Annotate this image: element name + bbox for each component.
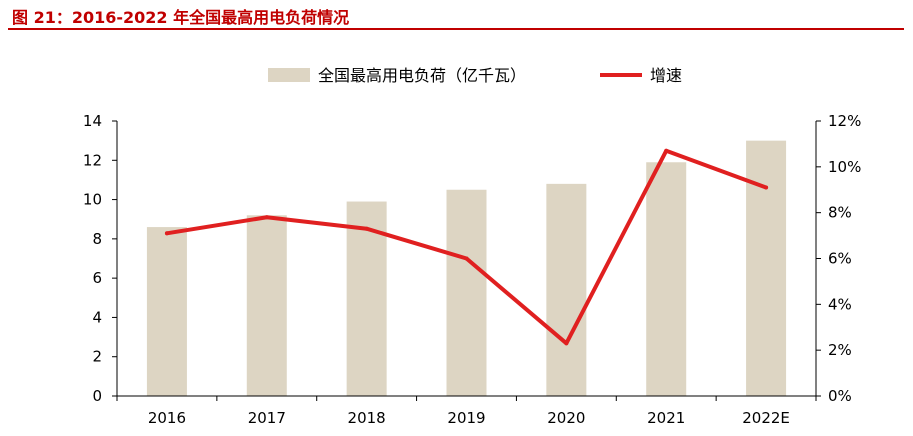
y-left-tick-label: 10 (83, 191, 102, 209)
legend-label-load: 全国最高用电负荷（亿千瓦） (318, 66, 526, 85)
bar-2019 (446, 189, 487, 396)
bar-2017 (246, 215, 287, 396)
legend-swatch-load (268, 68, 310, 82)
y-left-tick-label: 4 (92, 308, 102, 326)
legend: 全国最高用电负荷（亿千瓦） 增速 (268, 66, 682, 85)
bar-2021 (646, 162, 687, 396)
bar-series (146, 140, 787, 396)
line-series (164, 148, 769, 346)
growth-point-2021 (664, 148, 669, 153)
y-right-tick-label: 2% (828, 341, 852, 359)
y-right-tick-label: 6% (828, 250, 852, 268)
growth-point-2019 (464, 256, 469, 261)
bar-2016 (146, 227, 187, 396)
x-tick-label: 2016 (148, 409, 186, 427)
y-right-tick-label: 0% (828, 387, 852, 405)
growth-point-2022E (764, 185, 769, 190)
x-tick-label: 2021 (647, 409, 685, 427)
y-right-tick-label: 8% (828, 204, 852, 222)
x-tick-label: 2017 (248, 409, 286, 427)
axes: 0 2 4 6 8 10 12 14 0% 2% 4% 6% 8% 10% 12% 2016 2017 2018 2… (83, 112, 861, 427)
growth-point-2017 (264, 215, 269, 220)
y-left-tick-label: 2 (92, 348, 102, 366)
bar-2022E (746, 140, 787, 396)
y-left-tick-label: 6 (92, 269, 102, 287)
x-tick-label: 2020 (547, 409, 585, 427)
growth-point-2020 (564, 341, 569, 346)
legend-label-growth: 增速 (650, 66, 682, 85)
y-right-tick-label: 4% (828, 295, 852, 313)
y-left-tick-label: 0 (92, 387, 102, 405)
x-tick-label: 2019 (447, 409, 485, 427)
x-tick-label: 2022E (742, 409, 790, 427)
y-left-tick-label: 8 (92, 230, 102, 248)
y-left-tick-label: 14 (83, 112, 102, 130)
growth-point-2018 (364, 226, 369, 231)
figure-title: 图 21：2016-2022 年全国最高用电负荷情况 (12, 8, 350, 27)
bar-2020 (546, 183, 587, 396)
y-right-tick-label: 12% (828, 112, 861, 130)
y-left-tick-label: 12 (83, 151, 102, 169)
growth-point-2016 (164, 231, 169, 236)
y-right-tick-label: 10% (828, 158, 861, 176)
x-tick-label: 2018 (348, 409, 386, 427)
title-rule (8, 28, 904, 30)
